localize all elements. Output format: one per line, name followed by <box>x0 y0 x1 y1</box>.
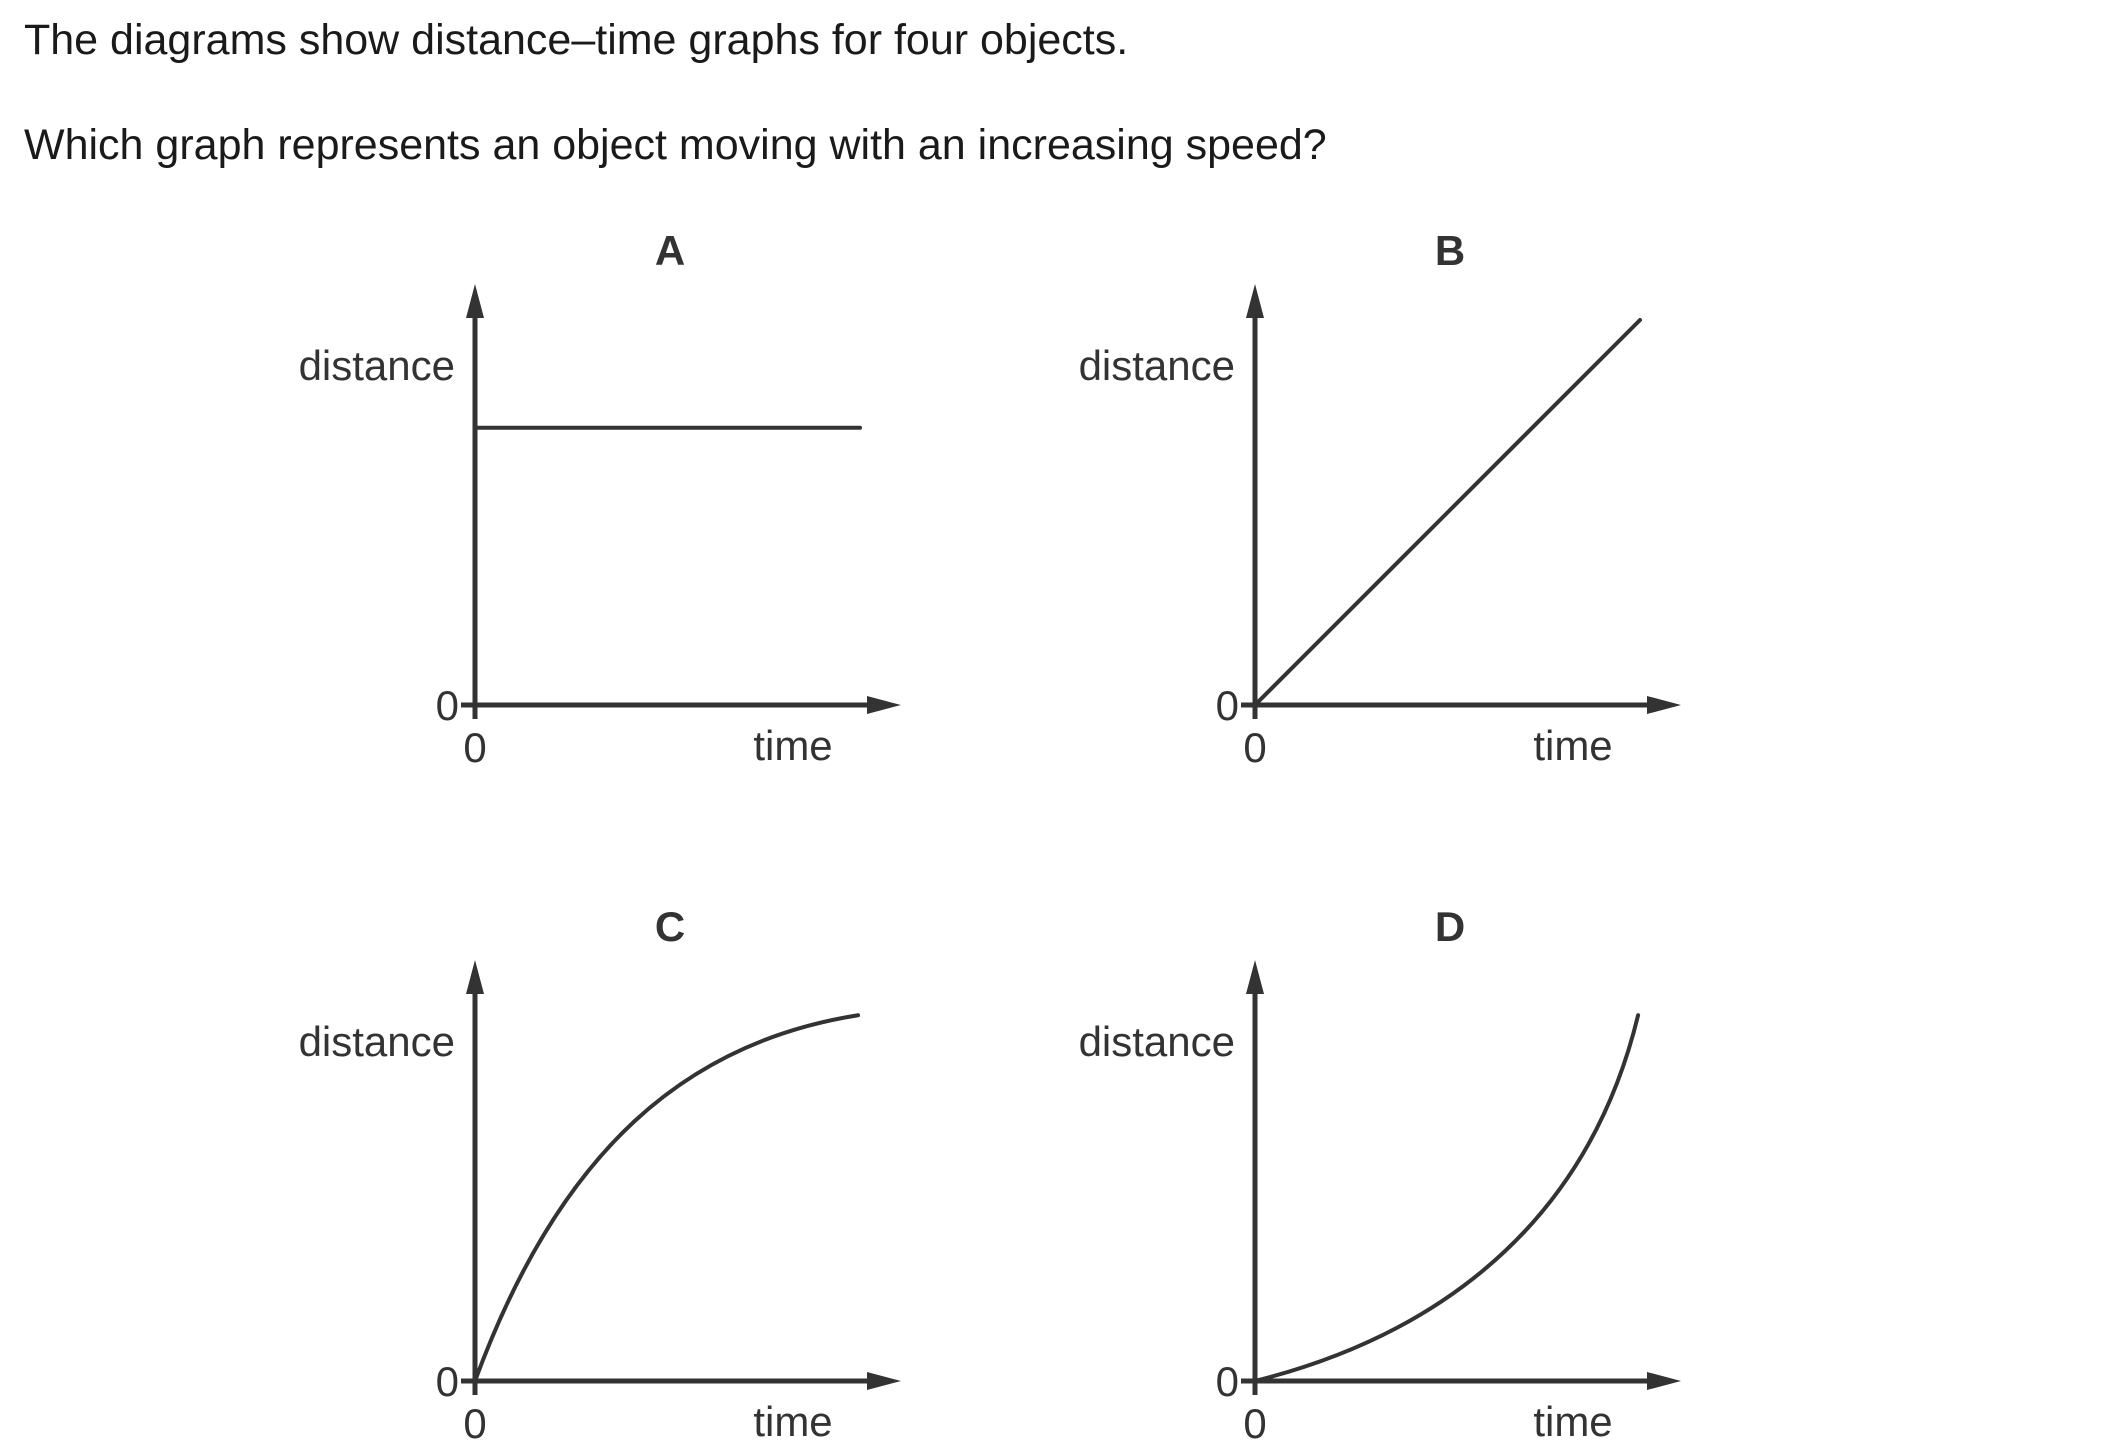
graph-a-y-axis-arrow <box>466 284 484 318</box>
graph-d-x-axis-arrow <box>1647 1372 1681 1390</box>
graph-d-x-axis-label: time <box>1533 1398 1612 1445</box>
graph-c-y-origin-label: 0 <box>436 1358 459 1405</box>
graph-c-y-axis-label: distance <box>299 1018 455 1065</box>
graph-c-x-axis-arrow <box>867 1372 901 1390</box>
graph-a-x-axis-label: time <box>753 722 832 769</box>
graph-a-x-axis-arrow <box>867 696 901 714</box>
graph-c-y-axis-arrow <box>466 960 484 994</box>
graph-c-x-origin-label: 0 <box>463 1400 486 1447</box>
graph-c-x-axis-label: time <box>753 1398 832 1445</box>
graph-a-title: A <box>655 227 685 274</box>
graph-b-x-origin-label: 0 <box>1243 724 1266 771</box>
graph-b-x-axis-label: time <box>1533 722 1612 769</box>
graph-b-y-origin-label: 0 <box>1216 682 1239 729</box>
graph-b-title: B <box>1435 227 1465 274</box>
graph-a-x-origin-label: 0 <box>463 724 486 771</box>
graph-a-y-axis-label: distance <box>299 342 455 389</box>
graph-c-curve <box>473 1013 861 1383</box>
graph-d-y-axis-label: distance <box>1079 1018 1235 1065</box>
graph-b-curve <box>1253 318 1642 707</box>
graph-d-title: D <box>1435 903 1465 950</box>
graph-d-y-axis-arrow <box>1246 960 1264 994</box>
graph-c-title: C <box>655 903 685 950</box>
graph-d-x-origin-label: 0 <box>1243 1400 1266 1447</box>
graph-a-y-origin-label: 0 <box>436 682 459 729</box>
graph-d-y-origin-label: 0 <box>1216 1358 1239 1405</box>
graph-b-x-axis-arrow <box>1647 696 1681 714</box>
graph-b-y-axis-arrow <box>1246 284 1264 318</box>
question-line-1: The diagrams show distance–time graphs f… <box>24 16 1129 64</box>
graph-b-y-axis-label: distance <box>1079 342 1235 389</box>
question-line-2: Which graph represents an object moving … <box>24 121 1327 169</box>
graph-d-curve <box>1253 1013 1641 1383</box>
